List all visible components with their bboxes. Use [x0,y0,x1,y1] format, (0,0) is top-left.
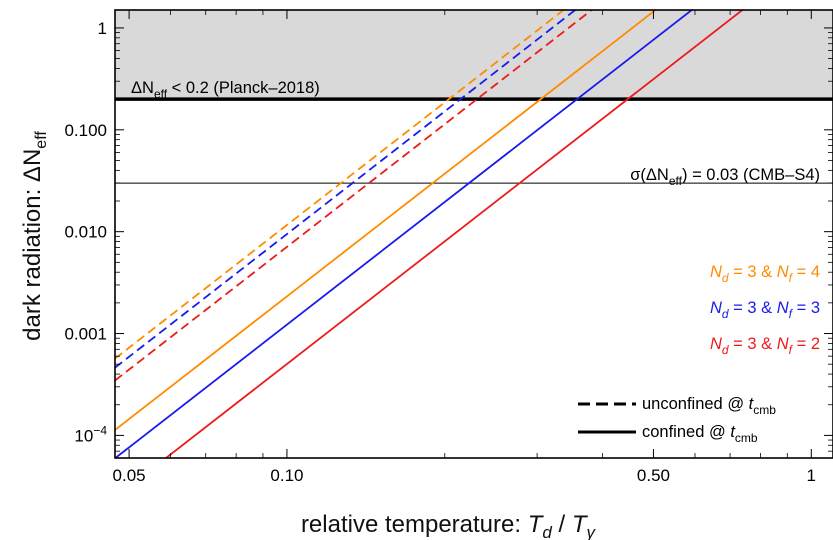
y-tick-exponent: −4 [93,423,107,437]
planck-sub: eff [154,87,168,101]
legend-entry-nf3: Nd = 3 & Nf = 3 [710,299,820,321]
series-line-nf3-dashed [115,10,577,369]
y-tick-label: 1 [98,19,107,38]
x-axis-title: relative temperature: Td / Tγ [301,511,597,540]
y-axis-sub: eff [33,131,50,149]
legend-var: N [777,335,789,353]
series-lines [115,10,744,458]
x-tick-label: 0.50 [637,466,670,485]
color-legend: Nd = 3 & Nf = 4 Nd = 3 & Nf = 3 Nd = 3 &… [710,263,820,357]
planck-annotation: ΔNeff < 0.2 (Planck–2018) [131,79,320,101]
legend-style-sub: cmb [735,431,758,445]
x-tick-label: 1 [807,466,816,485]
legend-entry-nf2: Nd = 3 & Nf = 2 [710,335,820,357]
x-axis-spacer [521,511,528,538]
legend-confined: confined @ tcmb [642,423,758,445]
legend-sub: d [722,271,729,285]
legend-sub: f [789,307,794,321]
y-tick-label: 0.010 [64,223,107,242]
legend-text: = 3 & [729,263,777,281]
x-tick-label: 0.05 [113,466,146,485]
series-line-nf2-dashed [115,10,594,382]
style-legend: unconfined @ tcmb confined @ tcmb [578,395,776,445]
legend-var: N [710,335,722,353]
y-tick-label: 10−4 [74,423,107,445]
legend-sub: d [722,307,729,321]
cmbs4-sub: eff [669,174,683,188]
y-axis-text: dark radiation: [19,189,46,341]
legend-style-var: t [730,423,736,441]
y-axis-sym: ΔN [19,149,46,182]
series-line-nf3-solid [115,10,694,458]
legend-var: N [710,299,722,317]
legend-text: = 3 & [729,335,777,353]
x-axis-var2: T [572,511,589,538]
legend-style-sub: cmb [753,403,776,417]
x-axis-sep: / [552,511,572,538]
legend-style-var: t [749,395,755,413]
minor-ticks [115,10,833,459]
legend-text: = 4 [792,263,820,281]
x-axis-var-sub: d [542,523,552,540]
y-tick-base: 10 [74,426,93,445]
legend-var: N [777,299,789,317]
legend-var: N [777,263,789,281]
legend-entry-nf4: Nd = 3 & Nf = 4 [710,263,820,285]
major-ticks [115,10,833,458]
series-line-nf2-solid [164,10,744,458]
cmbs4-sym: σ(ΔN [630,166,669,184]
legend-sub: f [789,343,794,357]
y-axis-spacer [19,182,46,189]
legend-var: N [710,263,722,281]
y-axis-title: dark radiation: ΔNeff [19,131,50,341]
series-line-nf4-solid [115,10,657,431]
legend-style-text: confined @ [642,423,730,441]
legend-sub: f [789,271,794,285]
legend-sub: d [722,343,729,357]
plot-frame [114,9,833,459]
hlines [115,97,833,184]
series-line-nf4-dashed [115,10,566,360]
legend-text: = 3 [792,299,820,317]
legend-text: = 2 [792,335,820,353]
y-tick-label: 0.001 [64,325,107,344]
x-axis-var2-sub: γ [587,523,597,540]
x-axis-var: T [528,511,545,538]
legend-style-text: unconfined @ [642,395,749,413]
y-tick-label: 0.100 [64,121,107,140]
planck-text: < 0.2 (Planck–2018) [167,79,320,97]
x-tick-label: 0.10 [270,466,303,485]
cmbs4-text: ) = 0.03 (CMB–S4) [682,166,820,184]
cmbs4-annotation: σ(ΔNeff) = 0.03 (CMB–S4) [630,166,820,188]
x-axis-text: relative temperature: [301,511,521,538]
legend-unconfined: unconfined @ tcmb [642,395,776,417]
planck-sym: ΔN [131,79,154,97]
legend-text: = 3 & [729,299,777,317]
excluded-region [115,10,833,100]
